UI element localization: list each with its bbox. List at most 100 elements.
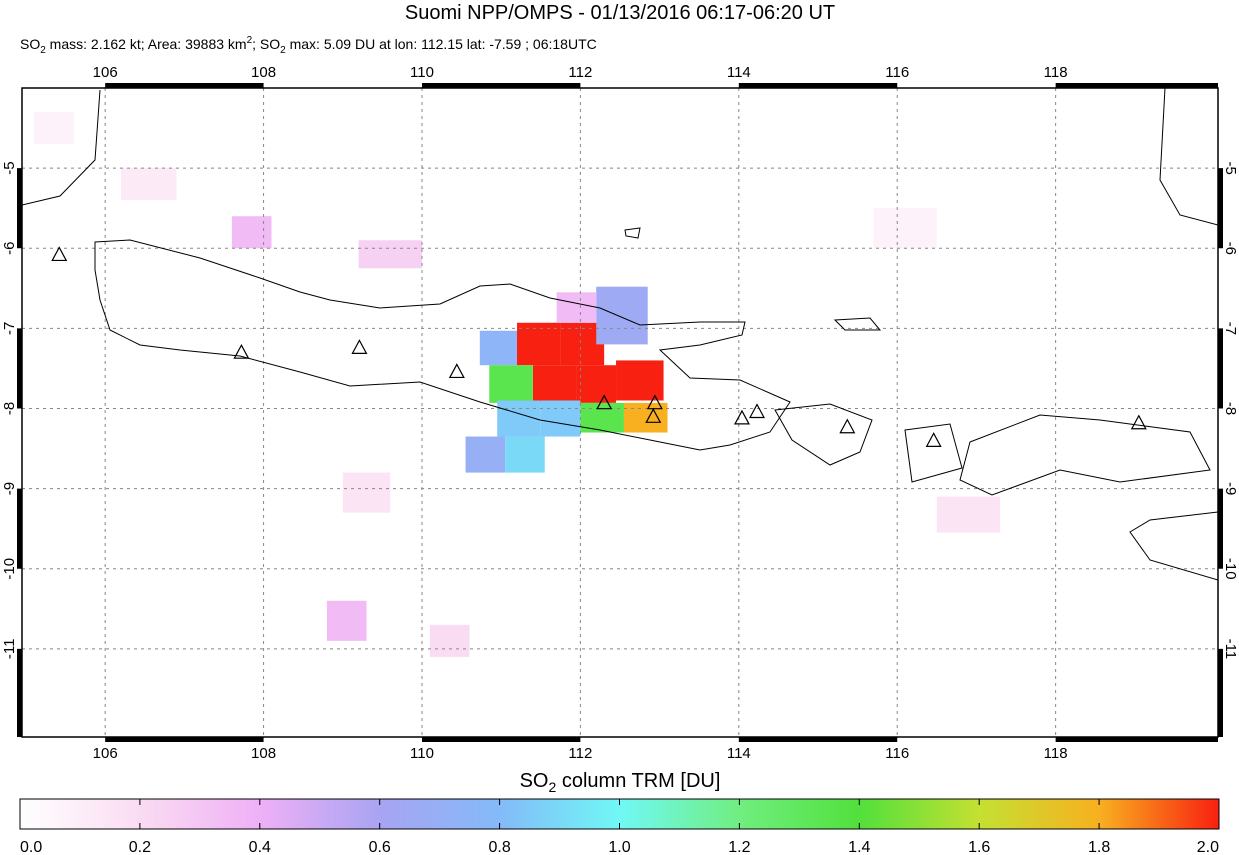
coastlines <box>22 88 1218 581</box>
frame-bar <box>17 328 22 409</box>
volcano <box>1130 414 1147 430</box>
frame-bar <box>17 648 22 737</box>
y-tick-label: -10 <box>1222 558 1239 580</box>
volcano <box>645 408 662 423</box>
frame-bar <box>421 737 581 742</box>
x-tick-label: 112 <box>568 745 592 762</box>
colorbar-tick-label: 0.6 <box>369 839 391 855</box>
subtitle-part: SO <box>20 36 40 52</box>
so2-pixels <box>33 112 1001 657</box>
volcano <box>51 246 68 262</box>
colorbar-title-part: 2 <box>549 779 557 795</box>
volcano <box>351 339 368 355</box>
x-tick-label: 118 <box>1044 745 1068 762</box>
so2-pixel <box>342 472 391 513</box>
volcano <box>646 394 663 410</box>
y-tick-label: -5 <box>1 161 18 174</box>
frame-bar <box>17 488 22 569</box>
y-tick-label: -11 <box>1 639 18 660</box>
frame-bar <box>738 737 898 742</box>
frame-bar <box>421 83 581 88</box>
java-coast <box>94 239 791 451</box>
subtitle-part: max: 5.09 DU at lon: 112.15 lat: -7.59 ;… <box>286 36 597 52</box>
so2-pixel <box>429 624 470 657</box>
y-tick-label: -7 <box>1222 322 1239 335</box>
x-tick-label: 118 <box>1044 64 1068 81</box>
so2-pixel <box>556 292 597 323</box>
colorbar-tick-label: 1.6 <box>968 839 990 855</box>
colorbar-title-part: column TRM [DU] <box>556 770 720 792</box>
colorbar-title-part: SO <box>520 770 549 792</box>
volcano <box>749 403 766 419</box>
frame-border <box>21 87 1219 738</box>
map-frame <box>17 83 1223 742</box>
subtitle-part: 2 <box>280 45 286 56</box>
colorbar-tick-label: 1.2 <box>728 839 750 855</box>
so2-pixel <box>540 400 581 437</box>
y-tick-label: -10 <box>1 558 18 580</box>
so2-pixel <box>616 360 664 401</box>
so2-pixel <box>873 208 937 249</box>
volcanoes <box>51 246 1147 447</box>
x-tick-label: 106 <box>93 64 118 81</box>
colorbar-tick-label: 1.0 <box>608 839 630 855</box>
volcano <box>839 418 856 434</box>
x-tick-label: 108 <box>251 745 276 762</box>
x-tick-label: 116 <box>885 64 909 81</box>
grid <box>22 88 1218 737</box>
frame-bar <box>738 83 898 88</box>
so2-pixel <box>231 216 272 249</box>
so2-pixel <box>532 365 577 403</box>
x-tick-label: 114 <box>727 64 751 81</box>
y-tick-label: -9 <box>1222 482 1239 495</box>
colorbar: SO2 column TRM [DU] 0.0 0.2 0.4 0.6 0.8 1.0 1.… <box>19 770 1220 855</box>
frame-bar <box>1218 488 1223 569</box>
frame-bar <box>1218 648 1223 737</box>
volcano <box>733 409 750 425</box>
frame-bar <box>17 168 22 249</box>
y-tick-label: -5 <box>1222 161 1239 174</box>
volcano <box>596 394 613 410</box>
borneo-coast <box>1159 88 1218 226</box>
colorbar-tick-label: 1.4 <box>848 839 870 855</box>
y-tick-label: -7 <box>1 322 18 335</box>
frame-bar <box>1218 168 1223 249</box>
so2-pixel <box>936 496 1001 533</box>
colorbar-tick-label: 2.0 <box>1197 839 1219 855</box>
island-coast <box>624 227 882 331</box>
colorbar-tick-label: 0.8 <box>488 839 510 855</box>
sumbawa-coast <box>959 414 1211 496</box>
x-tick-label: 106 <box>93 745 118 762</box>
bali-coast <box>774 403 873 466</box>
subtitle-part: ; SO <box>252 36 280 52</box>
colorbar-tick-label: 0.2 <box>129 839 151 855</box>
sumba-coast <box>1129 511 1218 581</box>
so2-pixel <box>596 286 648 345</box>
lombok-coast <box>904 423 963 483</box>
so2-pixel <box>489 365 533 403</box>
x-tick-label: 116 <box>885 745 909 762</box>
so2-pixel <box>358 240 422 269</box>
frame-bar <box>1055 83 1218 88</box>
colorbar-tick-label: 1.8 <box>1088 839 1110 855</box>
x-tick-label: 112 <box>568 64 592 81</box>
x-tick-label: 110 <box>410 745 434 762</box>
colorbar-tick-label: 0.4 <box>249 839 271 855</box>
y-tick-label: -6 <box>1 242 18 255</box>
frame-bar <box>105 737 264 742</box>
so2-pixel <box>517 322 561 366</box>
sumatra-coast <box>22 89 101 206</box>
x-tick-label: 108 <box>251 64 276 81</box>
colorbar-title: SO2 column TRM [DU] <box>520 770 721 795</box>
subtitle-part: mass: 2.162 kt; Area: 39883 km <box>46 36 247 52</box>
so2-pixel <box>465 436 506 473</box>
x-tick-label: 114 <box>727 745 751 762</box>
so2-pixel <box>326 600 367 641</box>
volcano <box>448 363 465 379</box>
y-tick-label: -9 <box>1 482 18 495</box>
so2-pixel <box>479 330 518 366</box>
subtitle: SO2 mass: 2.162 kt; Area: 39883 km2; SO2… <box>20 35 597 56</box>
so2-pixel <box>576 365 617 403</box>
